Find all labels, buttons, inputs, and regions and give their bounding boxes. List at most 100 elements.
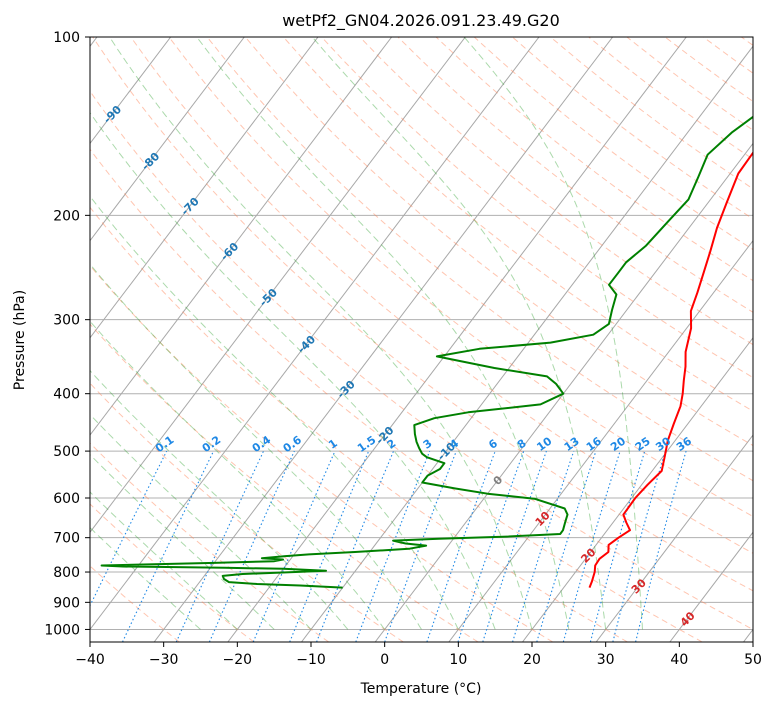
moist-adiabat-line xyxy=(90,413,312,630)
dry-adiabat-line xyxy=(473,37,753,251)
mixing-ratio-line xyxy=(208,450,295,642)
isotherm-label: -100 xyxy=(56,59,85,88)
mixing-ratio-label: 8 xyxy=(515,437,529,452)
isotherm-label: 20 xyxy=(578,546,598,566)
mixing-ratio-label: 0.4 xyxy=(250,433,274,455)
isotherm-line xyxy=(669,531,753,642)
dewpoint-profile-line xyxy=(100,115,753,589)
isotherm-label: -60 xyxy=(218,240,241,263)
mixing-ratio-line xyxy=(289,450,370,642)
dry-adiabat-line xyxy=(92,37,753,592)
mixing-ratio-label: 2 xyxy=(385,437,399,452)
isotherm-line xyxy=(153,37,614,642)
x-tick-label: −10 xyxy=(296,652,326,668)
isotherm-line xyxy=(743,628,753,642)
y-tick-label: 300 xyxy=(53,313,80,329)
dry-adiabat-line xyxy=(168,37,753,518)
moist-adiabat-line xyxy=(90,369,349,630)
moist-adiabat-line xyxy=(109,37,533,630)
dry-adiabat-line xyxy=(321,37,753,379)
y-tick-label: 500 xyxy=(53,444,80,460)
dry-adiabat-line xyxy=(90,323,479,642)
isotherm-line xyxy=(448,239,753,642)
pressure-grid xyxy=(90,37,753,630)
dry-adiabat-line xyxy=(90,382,404,642)
isotherm-line xyxy=(301,45,753,642)
mixing-ratio-line xyxy=(457,450,525,642)
isotherm-line xyxy=(374,142,753,642)
moist-adiabat-line xyxy=(90,263,422,630)
isotherm-label: 30 xyxy=(629,576,649,596)
x-tick-label: −40 xyxy=(75,652,105,668)
isotherm-line xyxy=(90,37,540,631)
mixing-ratio-line xyxy=(512,450,575,642)
x-axis-title: Temperature (°C) xyxy=(360,681,482,697)
y-tick-label: 600 xyxy=(53,491,80,507)
x-tick-label: −20 xyxy=(223,652,253,668)
y-tick-label: 1000 xyxy=(44,622,80,638)
mixing-ratio-line xyxy=(589,450,646,642)
mixing-ratio-line xyxy=(355,450,431,642)
moist-adiabat-line xyxy=(311,37,607,630)
moist-adiabat-line xyxy=(90,195,459,630)
dry-adiabat-line xyxy=(90,148,703,642)
mixing-ratio-line xyxy=(635,450,687,642)
x-tick-label: 40 xyxy=(670,652,688,668)
mixing-ratio-label: 3 xyxy=(421,437,435,452)
isotherm-line xyxy=(90,37,393,436)
x-tick-label: −30 xyxy=(149,652,179,668)
x-tick-label: 10 xyxy=(449,652,467,668)
moist-adiabat-line xyxy=(90,491,238,630)
mixing-ratio-line xyxy=(384,450,457,642)
mixing-ratio-lines xyxy=(90,450,687,642)
chart-title: wetPf2_GN04.2026.091.23.49.G20 xyxy=(282,11,560,31)
dry-adiabat-line xyxy=(90,442,329,642)
isotherm-line xyxy=(90,37,319,339)
dry-adiabat-line xyxy=(244,37,753,447)
isotherm-line xyxy=(227,37,687,642)
moist-adiabat-line xyxy=(90,111,496,630)
isotherm-label: -30 xyxy=(335,378,358,401)
isotherm-line xyxy=(90,37,466,534)
y-tick-label: 200 xyxy=(53,208,80,224)
y-tick-label: 400 xyxy=(53,387,80,403)
y-tick-label: 100 xyxy=(53,30,80,46)
mixing-ratio-line xyxy=(562,450,621,642)
temperature-profile-line xyxy=(588,151,753,588)
dry-adiabat-line xyxy=(741,37,753,46)
isotherm-label: -40 xyxy=(295,333,318,356)
isotherm-line xyxy=(522,337,753,642)
profile-series xyxy=(100,115,753,589)
moist-adiabats xyxy=(90,37,643,630)
dry-adiabat-line xyxy=(90,206,628,642)
mixing-ratio-label: 0.1 xyxy=(153,433,176,455)
mixing-ratio-line xyxy=(536,450,597,642)
mixing-ratio-line xyxy=(426,450,496,642)
x-axis: −40 −30 −20 −10 0 10 20 30 40 50 xyxy=(75,642,762,668)
plot-frame xyxy=(89,36,754,643)
mixing-ratio-line xyxy=(316,450,395,642)
dry-adiabat-line xyxy=(283,37,753,412)
isotherm-label: -80 xyxy=(139,150,162,173)
moist-adiabat-line xyxy=(196,37,570,630)
isotherm-label: 40 xyxy=(678,609,698,629)
y-tick-label: 800 xyxy=(53,565,80,581)
y-tick-label: 700 xyxy=(53,531,80,547)
isotherms xyxy=(90,37,753,642)
mixing-ratio-line xyxy=(90,450,168,607)
x-tick-label: 50 xyxy=(744,652,762,668)
moist-adiabat-line xyxy=(90,320,386,630)
mixing-ratio-label: 6 xyxy=(486,437,500,452)
isotherm-label: -70 xyxy=(179,195,202,218)
mixing-ratio-line xyxy=(252,450,336,642)
moist-adiabat-line xyxy=(90,453,275,630)
mixing-ratio-label: 0.6 xyxy=(281,433,305,455)
x-tick-label: 0 xyxy=(380,652,389,668)
isotherm-line xyxy=(90,37,245,242)
y-axis: 100 200 300 400 500 600 700 800 900 1000 xyxy=(44,30,90,638)
isotherm-line xyxy=(595,434,753,642)
isotherm-label: 0 xyxy=(491,473,506,488)
dry-adiabats xyxy=(90,37,753,642)
